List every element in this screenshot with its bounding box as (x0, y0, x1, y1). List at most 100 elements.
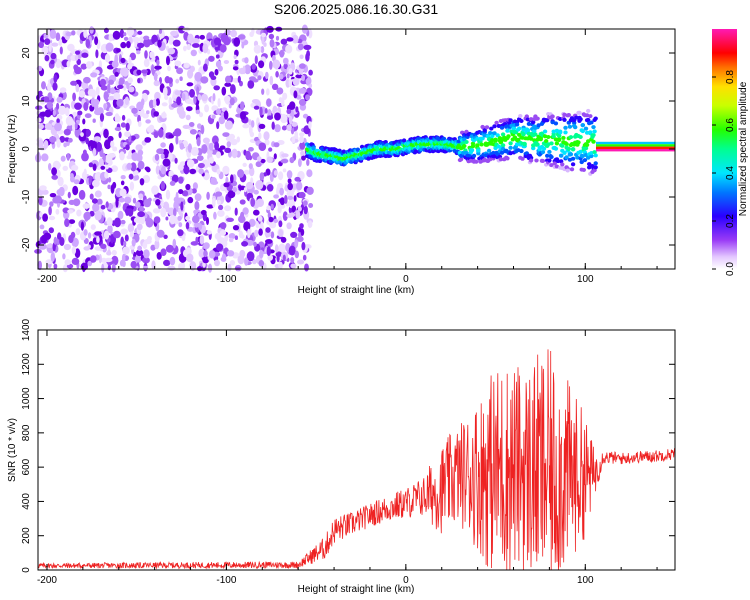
spectrogram-cell (180, 201, 184, 211)
spectrogram-cell (102, 152, 106, 163)
spectrogram-cell (255, 161, 262, 168)
y-tick-label: 10 (21, 95, 32, 107)
spectrogram-cell (167, 65, 171, 72)
spectrogram-cell (142, 175, 151, 183)
y-tick-label: 20 (21, 47, 32, 59)
spectrogram-cell (181, 93, 186, 102)
spectrogram-cell (153, 208, 159, 214)
spectrogram-cell (119, 151, 125, 161)
spectrogram-cell (74, 66, 82, 75)
spectrogram-cell (251, 99, 260, 104)
spectrogram-x-label: Height of straight line (km) (298, 285, 415, 296)
spectrogram-cell (113, 230, 121, 239)
spectrogram-cell (189, 88, 195, 98)
spectrogram-cell (104, 139, 112, 150)
spectrogram-cell (137, 78, 141, 84)
spectrogram-cell (260, 158, 266, 164)
spectrogram-cell (242, 123, 250, 129)
spectrogram-cell (129, 231, 134, 238)
spectrogram-cell (144, 137, 151, 143)
spectrogram-cell (130, 135, 136, 141)
colorbar-tick-label: 0.4 (725, 166, 736, 180)
spectrogram-cell (246, 181, 254, 190)
spectrogram-cell (104, 154, 113, 164)
spectrogram-cell (544, 139, 549, 143)
spectrogram-cell (192, 215, 200, 224)
spectrogram-cell (311, 146, 316, 151)
spectrogram-cell (232, 186, 238, 193)
spectrogram-cell (307, 220, 313, 228)
spectrogram-cell (570, 147, 576, 151)
spectrogram-cell (293, 195, 297, 202)
spectrogram-cell (125, 41, 131, 49)
spectrogram-cell (53, 236, 58, 245)
spectrogram-cell (146, 167, 151, 173)
spectrogram-cell (124, 234, 129, 242)
snr-series-line (37, 349, 676, 571)
spectrogram-cell (274, 244, 279, 253)
colorbar-tick-label: 0.6 (725, 118, 736, 132)
spectrogram-cell (92, 147, 97, 157)
spectrogram-cell (278, 220, 283, 228)
spectrogram-cell (186, 253, 194, 263)
spectrogram-cell (187, 33, 194, 44)
spectrogram-cell (268, 147, 273, 152)
spectrogram-cell (593, 153, 598, 158)
spectrogram-cell (149, 51, 155, 59)
spectrogram-cell (586, 139, 591, 144)
spectrogram-cell (236, 136, 240, 143)
snr-x-label: Height of straight line (km) (298, 584, 415, 595)
spectrogram-cell (41, 153, 49, 162)
spectrogram-cell (210, 75, 217, 81)
spectrogram-band (596, 141, 675, 145)
spectrogram-cell (85, 128, 90, 138)
spectrogram-cell (475, 143, 480, 148)
spectrogram-cell (218, 204, 224, 211)
spectrogram-cell (120, 41, 127, 49)
colorbar: 0.0 0.2 0.4 0.6 0.8 Normalized spectral ampl… (712, 29, 749, 276)
spectrogram-cell (305, 52, 310, 62)
spectrogram-cell (550, 114, 555, 119)
spectrogram-cell (81, 81, 86, 89)
spectrogram-cell (231, 148, 238, 159)
spectrogram-cell (177, 229, 184, 237)
spectrogram-cell (183, 45, 187, 52)
spectrogram-cell (271, 121, 275, 130)
spectrogram-cell (578, 117, 583, 122)
spectrogram-cell (288, 68, 293, 75)
spectrogram-cell (103, 230, 110, 240)
spectrogram-cell (65, 116, 74, 126)
spectrogram-cell (72, 92, 76, 102)
spectrogram-cell (185, 215, 191, 221)
spectrogram-y-label: Frequency (Hz) (7, 115, 18, 184)
spectrogram-cell (279, 187, 284, 196)
spectrogram-cell (574, 115, 579, 120)
spectrogram-cell (202, 258, 209, 264)
spectrogram-cell (279, 49, 285, 58)
spectrogram-cell (242, 207, 249, 215)
spectrogram-cell (135, 201, 141, 209)
spectrogram-cell (584, 142, 590, 147)
spectrogram-cell (559, 153, 564, 158)
spectrogram-cell (551, 134, 556, 139)
spectrogram-cell (197, 59, 201, 66)
spectrogram-cell (591, 133, 596, 138)
spectrogram-cell (277, 205, 282, 214)
spectrogram-cell (234, 207, 238, 216)
spectrogram-cell (143, 35, 150, 40)
spectrogram-cell (273, 170, 278, 176)
y-tick-label: -10 (21, 189, 32, 204)
spectrogram-cell (112, 181, 117, 189)
spectrogram-cell (95, 141, 103, 152)
spectrogram-cell (269, 75, 274, 86)
spectrogram-cell (120, 122, 126, 128)
spectrogram-cell (54, 195, 62, 204)
spectrogram-cell (59, 46, 63, 55)
spectrogram-cell (100, 243, 107, 249)
spectrogram-cell (38, 41, 44, 49)
spectrogram-cell (83, 102, 89, 111)
spectrogram-cell (185, 114, 191, 121)
spectrogram-cell (124, 208, 131, 215)
